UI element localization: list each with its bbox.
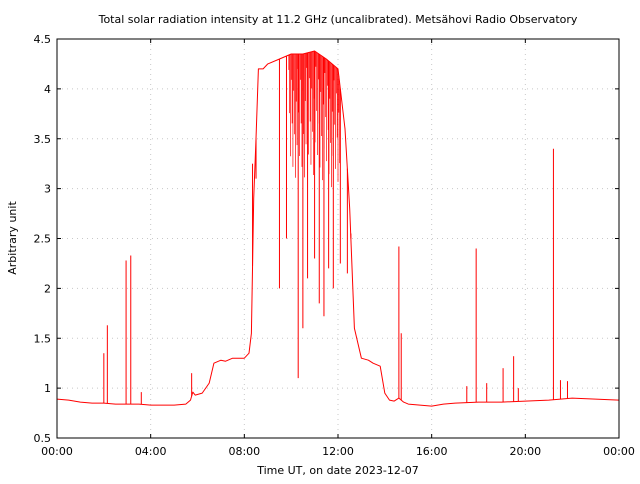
data-series [56,50,620,407]
y-tick-label: 3.5 [34,133,52,146]
x-tick-label: 00:00 [41,445,73,458]
y-tick-label: 4 [44,83,51,96]
x-axis-label: Time UT, on date 2023-12-07 [256,464,419,477]
x-tick-label: 04:00 [135,445,167,458]
chart-title: Total solar radiation intensity at 11.2 … [98,13,578,26]
x-tick-label: 12:00 [322,445,354,458]
y-tick-label: 0.5 [34,432,52,445]
y-tick-label: 3 [44,183,51,196]
y-tick-label: 1.5 [34,332,52,345]
y-axis-label: Arbitrary unit [6,201,19,275]
x-tick-label: 00:00 [603,445,635,458]
y-tick-label: 2.5 [34,233,52,246]
axis-ticks: 00:00 04:00 08:00 12:00 16:00 20:00 00:000.511… [34,33,635,458]
y-tick-label: 4.5 [34,33,52,46]
y-tick-label: 1 [44,382,51,395]
x-tick-label: 08:00 [228,445,260,458]
y-tick-label: 2 [44,282,51,295]
x-tick-label: 20:00 [509,445,541,458]
x-tick-label: 16:00 [416,445,448,458]
